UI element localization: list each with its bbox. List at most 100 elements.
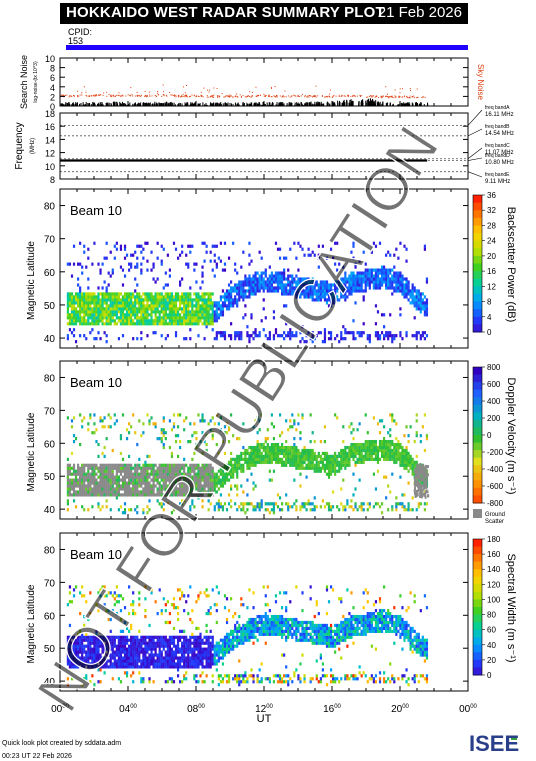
velocity-cell [209, 490, 212, 494]
velocity-cell [134, 490, 137, 494]
power-cell [368, 283, 371, 287]
velocity-cell [138, 484, 141, 488]
power-cell [305, 295, 308, 299]
width-cell [83, 647, 86, 651]
velocity-cell [128, 475, 131, 479]
velocity-cell [68, 493, 72, 497]
power-cell [152, 322, 155, 326]
width-cell [68, 650, 72, 654]
power-cell [130, 295, 133, 299]
power-cell [85, 337, 88, 341]
velocity-cell [152, 469, 155, 473]
search-noise-point [165, 104, 167, 106]
search-noise-point [194, 102, 196, 106]
velocity-cell [411, 460, 414, 464]
velocity-cell [348, 451, 351, 456]
power-cell [128, 298, 131, 302]
power-cell [223, 301, 227, 305]
velocity-cell [342, 440, 345, 444]
velocity-cell [270, 457, 273, 461]
velocity-cell [334, 457, 337, 461]
power-cell [107, 298, 110, 302]
velocity-cell [393, 442, 396, 447]
power-cell [321, 286, 324, 290]
velocity-cell [152, 475, 155, 479]
power-cell [368, 271, 371, 275]
velocity-cell [323, 505, 327, 509]
velocity-cell [252, 454, 255, 459]
velocity-cell [301, 460, 304, 464]
power-cell [207, 313, 210, 317]
power-cell [205, 319, 208, 323]
power-cell [125, 301, 129, 305]
velocity-cell [368, 440, 371, 444]
ground-scatter-cell [416, 470, 419, 474]
power-cell [376, 331, 380, 335]
velocity-cell [103, 445, 106, 450]
power-cell [187, 265, 190, 269]
power-cell [97, 304, 100, 308]
velocity-cell [203, 463, 206, 467]
sky-noise-point [236, 93, 238, 95]
power-cell [123, 274, 127, 278]
power-cell [332, 298, 335, 302]
search-noise-point [327, 102, 329, 106]
velocity-cell [307, 502, 310, 506]
power-cell [340, 286, 343, 290]
power-cell [187, 301, 190, 305]
power-cell [301, 247, 304, 251]
power-cell [283, 337, 286, 341]
velocity-cell [417, 478, 420, 482]
power-cell [342, 265, 345, 269]
velocity-cell [315, 457, 318, 461]
sky-noise-point [399, 88, 401, 90]
power-cell [81, 298, 84, 302]
power-cell [227, 256, 231, 260]
power-cell [246, 295, 249, 299]
velocity-cell [350, 422, 353, 426]
power-cell [185, 301, 188, 305]
velocity-cell [297, 422, 300, 426]
power-cell [154, 301, 157, 305]
power-cell [189, 319, 192, 323]
velocity-cell [189, 422, 192, 426]
width-cell [68, 641, 72, 645]
velocity-cell [93, 422, 96, 426]
power-cell [215, 304, 218, 308]
power-cell [360, 271, 363, 275]
power-cell [344, 271, 347, 275]
power-cell [358, 283, 361, 287]
velocity-cell [166, 493, 169, 497]
velocity-cell [301, 505, 304, 509]
power-cell [295, 331, 298, 335]
power-cell [213, 253, 216, 257]
velocity-cell [295, 445, 298, 450]
power-cell [385, 253, 388, 257]
power-cell [66, 295, 69, 299]
velocity-cell [170, 487, 174, 491]
velocity-cell [227, 469, 231, 473]
power-cell [346, 280, 349, 284]
velocity-cell [195, 442, 198, 447]
power-cell [327, 304, 331, 308]
velocity-cell [246, 460, 249, 464]
velocity-cell [93, 431, 96, 435]
power-cell [168, 304, 171, 308]
velocity-cell [319, 505, 322, 509]
search-noise-point [214, 103, 216, 106]
velocity-cell [158, 484, 161, 488]
power-cell [144, 310, 147, 314]
power-cell [191, 319, 194, 323]
power-cell [309, 295, 312, 299]
velocity-cell [121, 463, 125, 467]
ground-scatter-cell [417, 489, 420, 493]
power-cell [425, 310, 429, 314]
power-cell [168, 295, 171, 299]
velocity-cell [146, 413, 149, 417]
velocity-cell [374, 454, 378, 459]
power-cell [87, 277, 90, 281]
velocity-cell [205, 472, 208, 476]
power-cell [160, 310, 163, 314]
power-cell [309, 286, 312, 290]
velocity-cell [115, 475, 118, 479]
